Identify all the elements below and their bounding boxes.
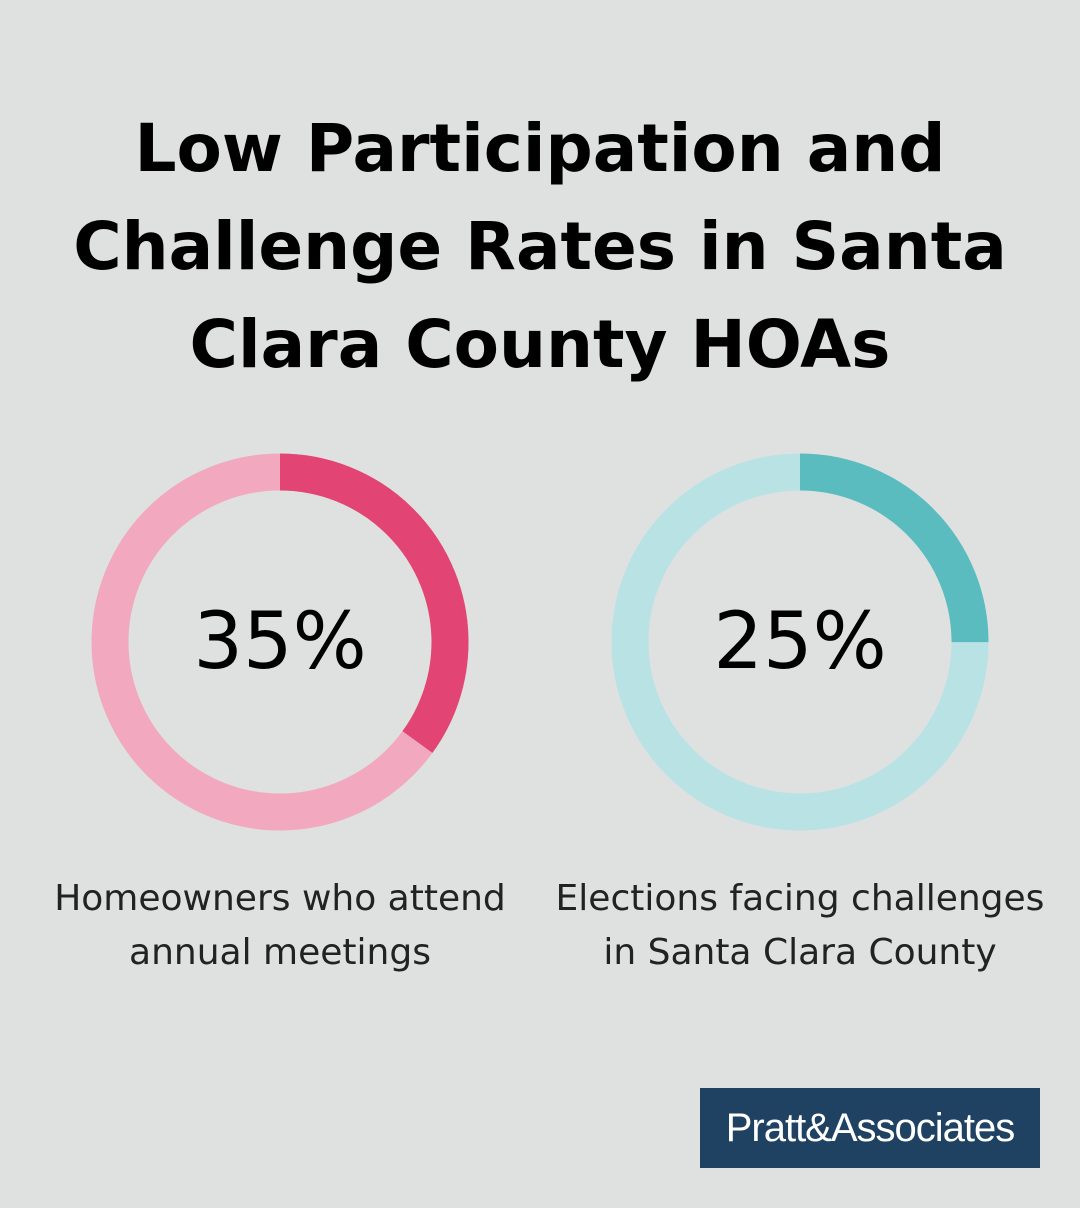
donut-description: Elections facing challenges in Santa Cla… (555, 878, 1045, 973)
chart-title: Low Participation and Challenge Rates in… (73, 110, 1007, 383)
donut-chart-2: 25% (610, 452, 990, 832)
donut-value-label: 35% (193, 597, 367, 687)
donut-value-arc (611, 453, 989, 831)
donut-svg (91, 453, 469, 831)
donut-value-arc (91, 453, 469, 831)
pratt-associates-logo: Pratt&Associates (700, 1088, 1040, 1168)
donut-svg (611, 453, 989, 831)
donut-description: Homeowners who attend annual meetings (54, 878, 506, 973)
donut-chart-1: 35% (90, 452, 470, 832)
donut-value-label: 25% (713, 597, 887, 687)
